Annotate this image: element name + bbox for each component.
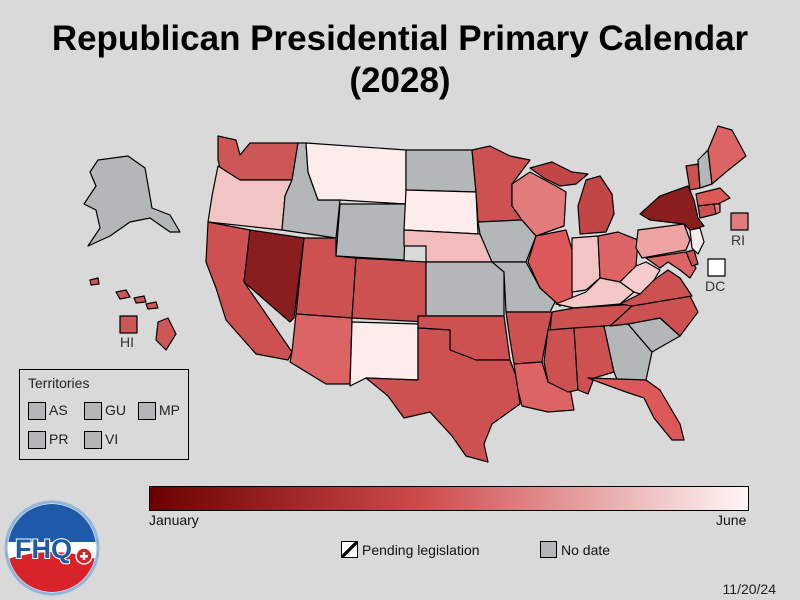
territory-label: AS	[49, 402, 68, 418]
state-nj	[689, 227, 705, 255]
state-hi-1	[89, 277, 100, 286]
ri-callout-box	[730, 212, 749, 231]
state-nm	[349, 321, 419, 387]
state-mt	[305, 142, 407, 205]
svg-text:FHQ: FHQ	[15, 534, 72, 564]
territory-swatch	[28, 402, 46, 420]
state-de	[685, 249, 699, 267]
hi-callout-box	[119, 315, 138, 334]
state-mo	[491, 261, 557, 313]
state-wi	[511, 171, 567, 237]
state-hi-4	[145, 301, 159, 310]
dc-callout-box	[707, 258, 726, 277]
scale-start-label: January	[149, 512, 199, 528]
state-az	[289, 313, 353, 385]
ri-label: RI	[731, 232, 745, 248]
state-wv	[619, 261, 661, 295]
state-me	[707, 125, 747, 185]
territory-swatch	[84, 431, 102, 449]
state-hi-2	[115, 289, 131, 300]
hi-label: HI	[120, 334, 134, 350]
state-ks	[425, 261, 505, 317]
territory-label: PR	[49, 431, 69, 447]
state-ak	[83, 155, 181, 247]
state-mi-upper	[529, 161, 589, 187]
nodate-swatch	[540, 541, 557, 558]
state-co	[351, 257, 427, 323]
state-la	[513, 361, 575, 413]
territory-label: VI	[105, 431, 119, 447]
legend-nodate-label: No date	[561, 542, 611, 558]
state-tx	[365, 327, 521, 463]
state-ct	[697, 203, 717, 219]
state-sd	[403, 189, 479, 235]
territory-swatch	[138, 402, 156, 420]
territory-swatch	[84, 402, 102, 420]
state-in	[571, 235, 601, 293]
legend-pending-label: Pending legislation	[362, 542, 480, 558]
territory-swatch	[28, 431, 46, 449]
map-title: Republican Presidential Primary Calendar…	[51, 19, 749, 100]
territory-label: GU	[105, 402, 126, 418]
state-hi-5	[155, 317, 177, 351]
state-hi-3	[133, 295, 147, 304]
state-ny	[639, 185, 705, 231]
territories-title: Territories	[28, 375, 90, 391]
pending-hatch-icon	[341, 541, 358, 558]
state-wy	[335, 203, 407, 261]
territory-label: MP	[159, 402, 180, 418]
state-nv	[243, 229, 305, 323]
territories-box: Territories AS GU MP PR VI	[19, 369, 189, 460]
state-ri-mainland	[713, 203, 721, 215]
scale-end-label: June	[716, 512, 747, 528]
dc-label: DC	[705, 278, 726, 294]
date-stamp: 11/20/24	[722, 581, 776, 597]
fhq-logo: FHQ	[4, 500, 100, 596]
state-fl	[587, 377, 685, 441]
color-scale-bar	[149, 486, 749, 511]
state-ma	[695, 187, 731, 207]
state-ms	[543, 327, 579, 393]
state-mi	[577, 175, 615, 235]
state-nd	[405, 149, 477, 193]
